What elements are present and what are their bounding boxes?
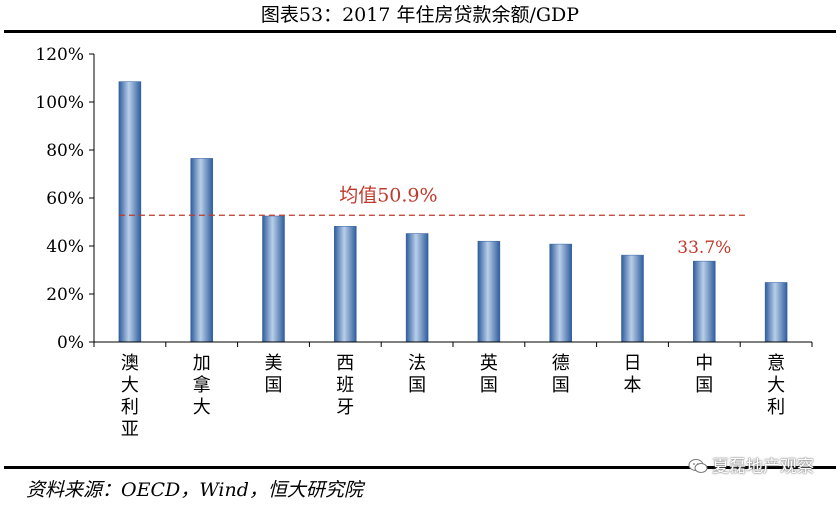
x-tick-label: 法国: [408, 353, 426, 396]
footer-rule: [4, 466, 836, 469]
x-tick-label: 澳大利亚: [121, 353, 139, 440]
y-tick-label: 40%: [46, 237, 84, 257]
bar: [477, 240, 501, 343]
wechat-icon: [688, 459, 708, 473]
bar: [334, 226, 357, 343]
annotations: 均值50.9% 33.7%: [118, 184, 748, 258]
y-tick-label: 100%: [35, 93, 84, 113]
bar: [190, 158, 213, 343]
x-tick-label: 西班牙: [336, 353, 354, 418]
bar: [262, 215, 285, 343]
bar-chart: 0% 20% 40% 60% 80% 100% 120% 澳大利亚 加拿大 美国 西班牙 法国 英国 德…: [35, 45, 813, 440]
bar: [118, 81, 142, 343]
y-tick-label: 0%: [57, 333, 84, 353]
watermark-text: 夏磊地产观察: [712, 457, 814, 477]
bar: [764, 282, 788, 343]
y-tick-label: 120%: [35, 45, 84, 65]
x-axis: 澳大利亚 加拿大 美国 西班牙 法国 英国 德国 日本 中国 意大利: [93, 341, 813, 440]
y-tick-label: 60%: [46, 189, 84, 209]
bars: [118, 81, 788, 343]
x-tick-label: 英国: [480, 353, 498, 396]
bar: [405, 233, 429, 343]
source-note: 资料来源：OECD，Wind，恒大研究院: [26, 479, 363, 501]
y-tick-label: 20%: [46, 285, 84, 305]
mean-line-label: 均值50.9%: [339, 184, 437, 206]
chart-title: 图表53：2017 年住房贷款余额/GDP: [260, 4, 580, 26]
watermark: 夏磊地产观察: [688, 456, 814, 478]
bar: [693, 260, 716, 343]
x-tick-label: 加拿大: [193, 353, 211, 418]
x-tick-label: 美国: [265, 353, 283, 396]
bar: [549, 243, 572, 343]
china-value-label: 33.7%: [677, 238, 731, 258]
title-rule: [4, 30, 836, 33]
x-tick-label: 中国: [695, 353, 713, 396]
bar: [621, 254, 644, 343]
x-tick-label: 德国: [552, 353, 570, 396]
x-tick-label: 意大利: [767, 353, 785, 418]
x-tick-label: 日本: [624, 353, 642, 396]
y-tick-label: 80%: [46, 141, 84, 161]
y-axis: 0% 20% 40% 60% 80% 100% 120%: [35, 45, 95, 353]
